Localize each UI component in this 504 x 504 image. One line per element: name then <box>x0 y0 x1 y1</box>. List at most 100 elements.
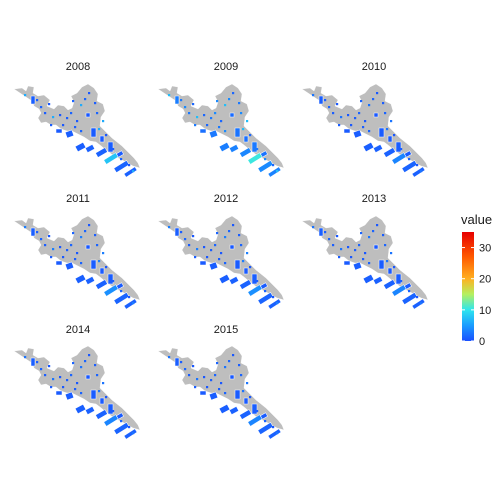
facet-title: 2013 <box>362 193 386 205</box>
parcel-dot <box>368 262 371 265</box>
legend-tick-label: 20 <box>479 274 491 286</box>
parcel-cell <box>30 227 36 237</box>
parcel-dot <box>324 99 327 102</box>
parcel-dot <box>80 392 83 395</box>
parcel-dot <box>62 386 65 389</box>
parcel-dot <box>264 420 267 423</box>
parcel-cell <box>64 129 75 139</box>
parcel-dot <box>102 252 105 255</box>
parcel-dot <box>210 249 213 252</box>
parcel-dot <box>420 170 423 173</box>
parcel-dot <box>338 124 341 127</box>
facet-panel-2009: 2009 <box>157 61 285 178</box>
parcel-dot <box>84 230 87 233</box>
parcel-dot <box>238 234 241 237</box>
parcel-dot <box>44 112 47 115</box>
parcel-dot <box>372 230 375 233</box>
parcel-dot <box>368 104 371 107</box>
parcel-dot <box>364 252 367 255</box>
parcel-dot <box>336 235 339 238</box>
parcel-cell <box>401 160 418 173</box>
parcel-dot <box>216 232 219 235</box>
parcel-dot <box>240 244 243 247</box>
parcel-cell <box>208 129 219 139</box>
parcel-dot <box>228 360 231 363</box>
parcel-cell <box>199 390 207 396</box>
parcel-dot <box>128 296 131 299</box>
parcel-dot <box>360 232 363 235</box>
parcel-cell <box>401 292 418 305</box>
parcel-dot <box>188 244 191 247</box>
parcel-cell <box>352 129 363 139</box>
parcel-cell <box>267 166 282 178</box>
parcel-dot <box>382 102 385 105</box>
parcel-dot <box>264 158 267 161</box>
parcel-dot <box>228 230 231 233</box>
parcel-cell <box>84 144 96 153</box>
parcel-cell <box>391 152 407 165</box>
parcel-cell <box>239 147 252 158</box>
parcel-cell <box>208 261 219 271</box>
parcel-cell <box>352 261 363 271</box>
parcel-dot <box>218 126 221 129</box>
parcel-dot <box>36 231 39 234</box>
parcel-dot <box>350 256 353 259</box>
parcel-dot <box>112 148 115 151</box>
parcel-cell <box>55 128 63 134</box>
parcel-cell <box>218 273 231 285</box>
facet-title: 2015 <box>214 324 238 336</box>
parcel-dot <box>74 258 77 261</box>
parcel-cell <box>103 152 119 165</box>
parcel-dot <box>59 246 62 249</box>
parcel-dot <box>390 252 393 255</box>
parcel-dot <box>224 130 227 133</box>
parcel-dot <box>332 112 335 115</box>
parcel-cell <box>404 150 412 158</box>
parcel-dot <box>376 92 379 95</box>
parcel-cell <box>113 292 130 305</box>
parcel-cell <box>95 147 108 158</box>
parcel-cell <box>218 141 231 153</box>
parcel-cell <box>85 374 91 380</box>
parcel-dot <box>390 120 393 123</box>
parcel-dot <box>232 224 235 227</box>
parcel-dot <box>336 103 339 106</box>
parcel-cell <box>229 244 235 250</box>
parcel-cell <box>260 150 268 158</box>
parcel-dot <box>168 94 171 97</box>
parcel-dot <box>72 100 75 103</box>
parcel-dot <box>80 104 83 107</box>
parcel-cell <box>116 282 124 290</box>
parcel-cell <box>84 406 96 415</box>
parcel-cell <box>107 273 114 285</box>
parcel-dot <box>194 124 197 127</box>
parcel-cell <box>74 403 87 415</box>
parcel-dot <box>52 248 55 251</box>
parcel-cell <box>116 412 124 420</box>
parcel-dot <box>206 256 209 259</box>
parcel-dot <box>312 226 315 229</box>
parcel-dot <box>52 116 55 119</box>
parcel-dot <box>80 130 83 133</box>
parcel-dot <box>206 124 209 127</box>
legend-title: value <box>461 212 492 227</box>
parcel-cell <box>64 261 75 271</box>
parcel-cell <box>90 389 97 400</box>
parcel-dot <box>384 244 387 247</box>
parcel-dot <box>358 244 361 247</box>
legend-colorbar <box>462 232 474 341</box>
parcel-cell <box>103 284 119 297</box>
parcel-dot <box>50 256 53 259</box>
parcel-dot <box>272 296 275 299</box>
parcel-dot <box>168 356 171 359</box>
parcel-dot <box>240 112 243 115</box>
parcel-cell <box>387 267 393 275</box>
parcel-cell <box>174 227 180 237</box>
parcel-dot <box>246 382 249 385</box>
parcel-dot <box>372 98 375 101</box>
parcel-dot <box>224 104 227 107</box>
parcel-dot <box>347 246 350 249</box>
parcel-dot <box>105 396 108 399</box>
parcel-cell <box>267 428 282 440</box>
